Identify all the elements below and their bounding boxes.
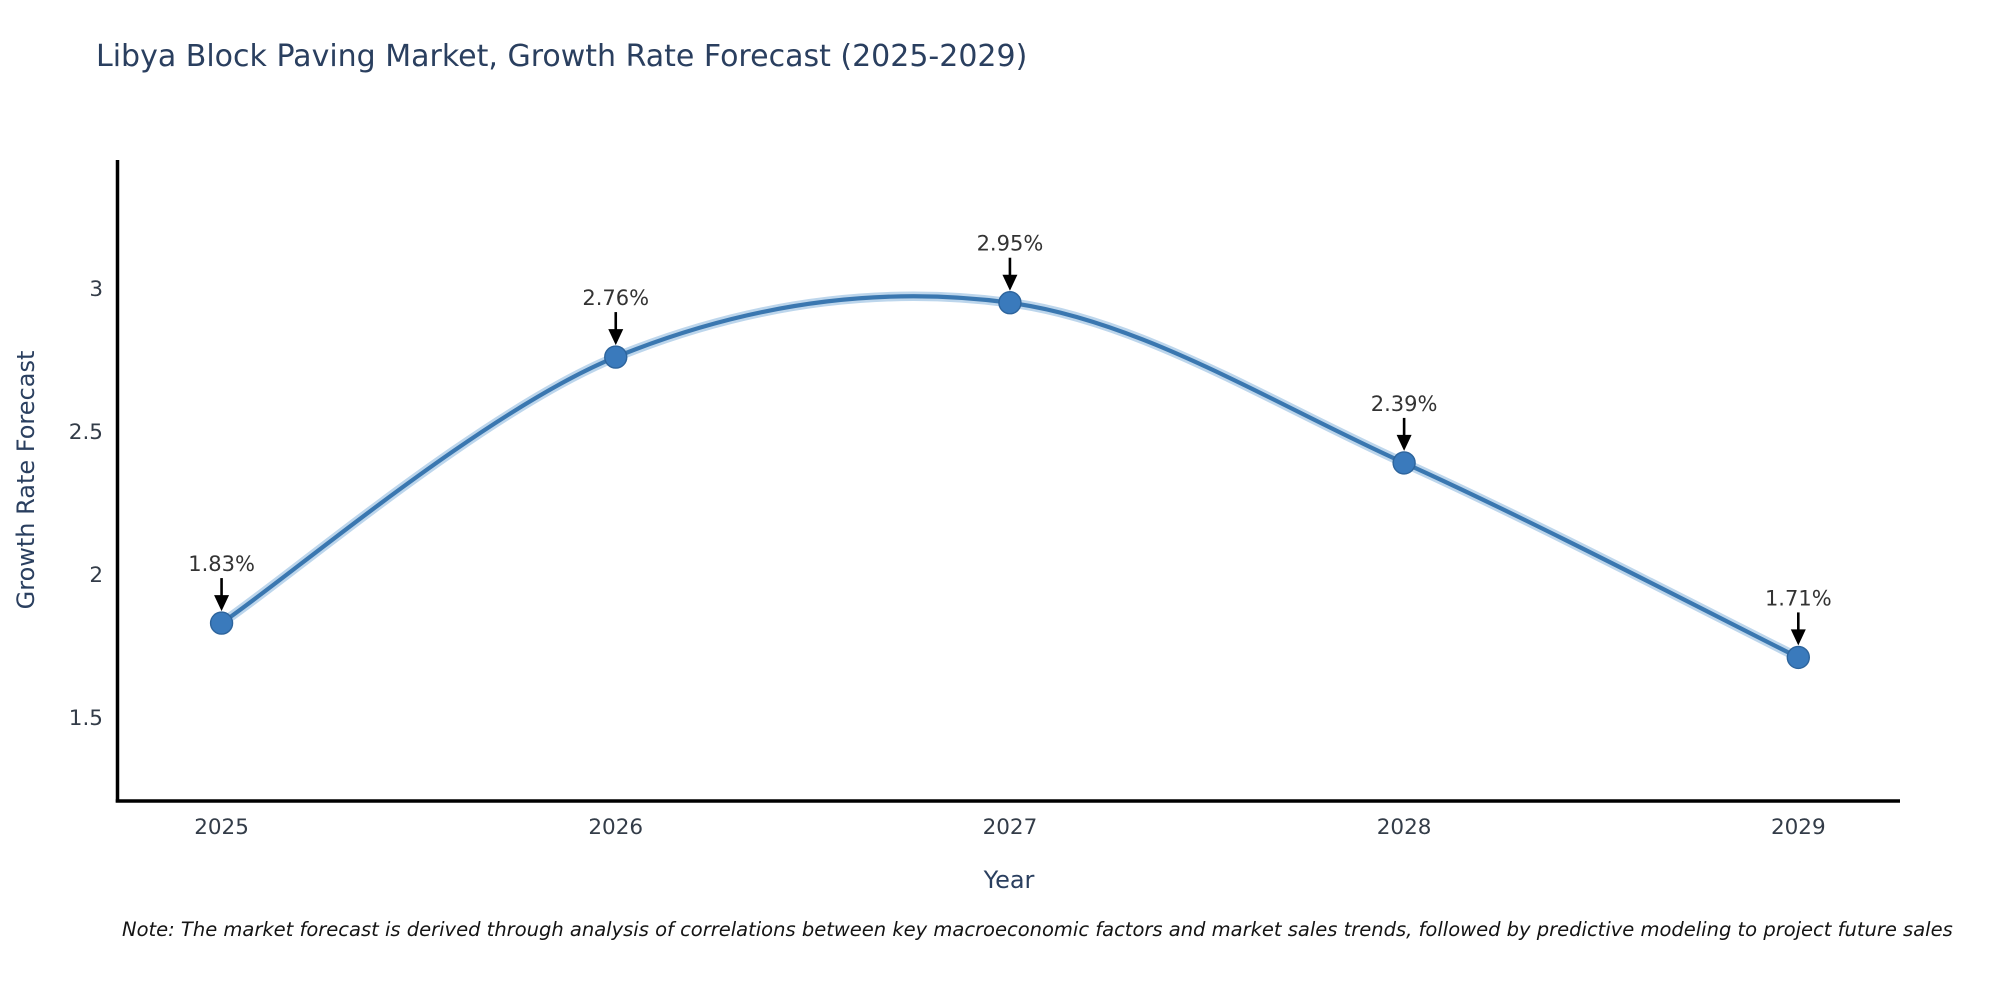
annotation-arrow-head-2029: [1790, 629, 1806, 646]
y-tick-1.5: 1.5: [69, 706, 103, 731]
annotation-label-2026: 2.76%: [582, 286, 649, 310]
annotation-arrow-head-2026: [608, 329, 624, 346]
data-point-2029: [1786, 645, 1811, 670]
series-layer: [209, 291, 1811, 670]
annotation-arrow-head-2028: [1396, 434, 1412, 451]
line-series-halo: [216, 291, 1804, 663]
tick-layer: 1.5 2 2.5 3 2025 2026 2027 2028 2029: [69, 277, 1826, 840]
x-tick-2028: 2028: [1377, 815, 1432, 840]
annotation-label-2029: 1.71%: [1765, 586, 1832, 610]
annotation-arrow-head-2025: [214, 595, 230, 612]
data-point-2028: [1392, 451, 1416, 475]
x-tick-2029: 2029: [1771, 815, 1826, 840]
data-point-2027: [998, 291, 1022, 315]
data-point-2026: [604, 345, 628, 369]
y-tick-2: 2: [89, 563, 103, 588]
line-series: [219, 294, 1801, 660]
annotation-layer: 1.83% 2.76% 2.95% 2.39% 1.71%: [188, 232, 1832, 646]
x-axis-title: Year: [983, 866, 1035, 894]
chart-footnote: Note: The market forecast is derived thr…: [122, 918, 1953, 941]
data-point-2025: [209, 611, 234, 635]
x-tick-2027: 2027: [983, 815, 1038, 840]
x-tick-2025: 2025: [194, 815, 249, 840]
y-axis-title: Growth Rate Forecast: [12, 351, 40, 610]
annotation-arrow-head-2027: [1002, 274, 1018, 291]
y-tick-3: 3: [89, 277, 103, 302]
x-tick-2026: 2026: [588, 815, 643, 840]
y-tick-2.5: 2.5: [69, 420, 103, 445]
annotation-label-2027: 2.95%: [977, 232, 1044, 256]
chart-title: Libya Block Paving Market, Growth Rate F…: [96, 39, 1027, 74]
annotation-label-2028: 2.39%: [1371, 392, 1438, 416]
annotation-label-2025: 1.83%: [188, 552, 255, 576]
